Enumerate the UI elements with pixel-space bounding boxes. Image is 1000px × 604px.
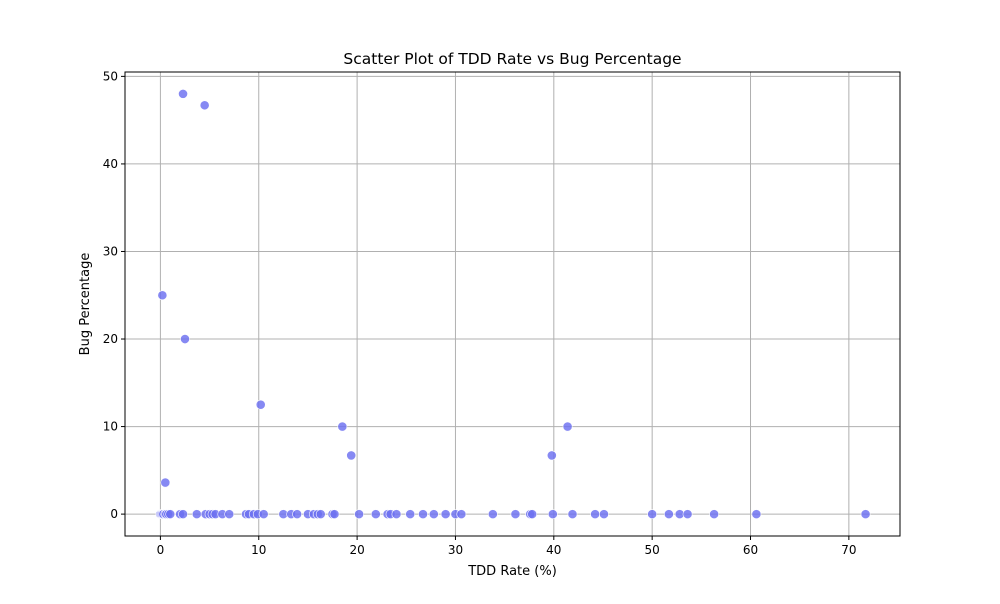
data-point (178, 88, 188, 99)
y-tick-label: 40 (103, 157, 118, 171)
data-point (315, 509, 326, 520)
data-point (860, 509, 871, 520)
x-tick-label: 10 (251, 543, 266, 557)
y-axis-ticks: 0 10 20 30 40 50 (103, 69, 125, 521)
data-point (440, 509, 451, 520)
y-tick-label: 20 (103, 332, 118, 346)
data-point (329, 509, 340, 520)
data-point (292, 509, 303, 520)
grid-lines (125, 72, 900, 536)
data-point (709, 509, 720, 520)
data-point (157, 290, 168, 301)
y-axis-title: Bug Percentage (78, 253, 93, 356)
data-point (510, 509, 521, 520)
plot-area-frame (124, 71, 901, 537)
data-point (178, 509, 188, 520)
y-tick-label: 0 (110, 507, 118, 521)
x-tick-label: 0 (157, 543, 165, 557)
data-point (562, 421, 573, 432)
data-point (418, 509, 428, 520)
x-tick-label: 40 (546, 543, 561, 557)
y-tick-label: 30 (103, 244, 118, 258)
x-axis-ticks: 0 10 20 30 40 50 60 70 (157, 536, 856, 557)
data-point (258, 509, 269, 520)
data-point (546, 450, 557, 461)
data-point (567, 509, 578, 520)
data-point (224, 509, 235, 520)
y-tick-label: 50 (103, 69, 118, 83)
data-point (180, 334, 190, 344)
x-tick-label: 20 (349, 543, 364, 557)
data-point (255, 399, 266, 410)
data-point (751, 509, 762, 520)
x-tick-label: 70 (841, 543, 856, 557)
data-point (647, 509, 658, 520)
data-point (487, 509, 498, 520)
chart-title: Scatter Plot of TDD Rate vs Bug Percenta… (343, 50, 681, 68)
data-point (370, 509, 381, 520)
x-tick-label: 30 (448, 543, 463, 557)
data-point (405, 509, 416, 520)
data-point (527, 509, 538, 520)
data-point (165, 509, 176, 520)
data-point (354, 509, 364, 520)
data-point (456, 509, 467, 520)
data-point (428, 509, 439, 520)
y-tick-label: 10 (103, 420, 118, 434)
data-point (547, 509, 558, 520)
data-point (682, 509, 693, 520)
data-point (590, 509, 601, 520)
data-point (199, 100, 210, 111)
data-point (191, 509, 202, 520)
data-point (663, 509, 674, 520)
x-axis-title: TDD Rate (%) (467, 564, 557, 579)
data-points (155, 88, 871, 520)
x-tick-label: 50 (645, 543, 660, 557)
data-point (337, 421, 348, 432)
data-point (346, 450, 357, 461)
data-point (391, 509, 402, 520)
data-point (160, 477, 171, 488)
data-point (599, 509, 609, 520)
x-tick-label: 60 (743, 543, 758, 557)
